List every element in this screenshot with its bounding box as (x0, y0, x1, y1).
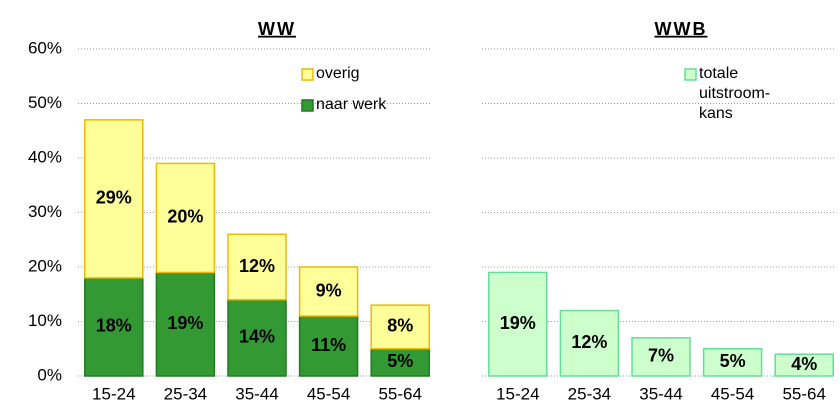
bar (84, 119, 144, 279)
x-tick-label: 35-44 (639, 384, 682, 403)
data-label: 19% (167, 313, 203, 333)
x-tick-label: 45-54 (307, 384, 350, 403)
bar (84, 277, 144, 377)
legend-swatch (301, 99, 314, 112)
bar (488, 271, 548, 377)
legend-swatch (301, 68, 314, 81)
bar (774, 353, 834, 377)
bar (227, 298, 287, 377)
y-tick-label: 30% (28, 202, 62, 221)
bar (559, 309, 620, 377)
bar (298, 266, 359, 317)
legend-label: naar werk (316, 96, 387, 113)
data-label: 7% (648, 346, 674, 366)
data-label: 12% (571, 332, 607, 352)
data-label: 19% (500, 313, 536, 333)
y-tick-label: 60% (28, 38, 62, 57)
chart-title: WWB (655, 19, 708, 39)
bar (155, 271, 216, 377)
legend-label-box: naar werk (316, 96, 387, 113)
y-tick-label: 20% (28, 256, 62, 275)
legend-label-box: totale uitstroom-kans (699, 65, 771, 122)
legend-label-box: overig (316, 65, 360, 82)
y-tick-label: 50% (28, 93, 62, 112)
x-tick-label: 45-54 (711, 384, 754, 403)
data-label: 14% (239, 327, 275, 347)
data-label: 8% (387, 316, 413, 336)
bar (370, 348, 430, 377)
x-tick-label: 55-64 (782, 384, 825, 403)
bar (370, 304, 430, 350)
x-tick-label: 55-64 (378, 384, 421, 403)
bar (631, 337, 691, 377)
y-tick-label: 40% (28, 147, 62, 166)
bar (227, 233, 287, 301)
y-tick-label: 10% (28, 311, 62, 330)
data-label: 5% (720, 351, 746, 371)
x-tick-label: 25-34 (568, 384, 611, 403)
data-label: 4% (791, 354, 817, 374)
bar (702, 348, 763, 377)
data-label: 18% (96, 316, 132, 336)
legend-swatch (684, 68, 697, 81)
data-label: 29% (96, 188, 132, 208)
data-label: 12% (239, 256, 275, 276)
x-tick-label: 15-24 (92, 384, 135, 403)
bar (155, 162, 216, 274)
legend-label: totale uitstroom-kans (699, 65, 771, 122)
bar (298, 315, 359, 377)
x-tick-label: 15-24 (496, 384, 539, 403)
x-tick-label: 25-34 (164, 384, 207, 403)
y-tick-label: 0% (37, 365, 62, 384)
chart-title: WW (258, 19, 296, 39)
data-label: 9% (316, 280, 342, 300)
data-label: 5% (387, 351, 413, 371)
data-label: 20% (167, 207, 203, 227)
x-tick-label: 35-44 (235, 384, 278, 403)
legend-label: overig (316, 65, 360, 82)
data-label: 11% (311, 335, 346, 355)
